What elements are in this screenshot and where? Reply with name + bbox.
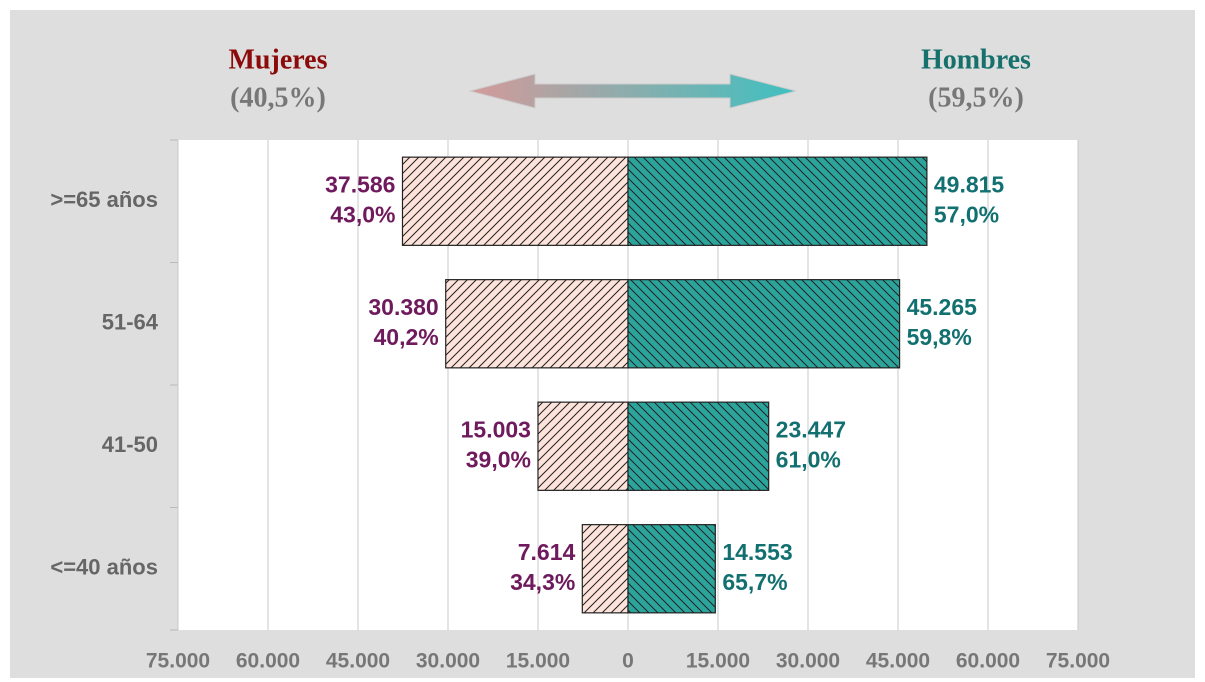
bar <box>581 524 629 614</box>
bar <box>445 279 629 369</box>
bar <box>401 156 629 246</box>
direction-arrow <box>468 73 797 109</box>
data-label: 45.265 <box>907 294 978 320</box>
percent-label: 43,0% <box>330 201 395 227</box>
x-tick-label: 45.000 <box>866 650 930 673</box>
y-tick-label: 41-50 <box>102 432 158 457</box>
legend-label: Hombres <box>921 44 1031 75</box>
y-tick-label: 51-64 <box>102 310 159 335</box>
bar <box>627 401 770 491</box>
legend-label: Mujeres <box>229 44 328 75</box>
data-label: 49.815 <box>934 171 1005 197</box>
x-tick-label: 45.000 <box>326 650 390 673</box>
x-tick-label: 60.000 <box>236 650 300 673</box>
data-label: 30.380 <box>368 294 438 320</box>
percent-label: 61,0% <box>776 446 841 472</box>
data-label: 37.586 <box>325 171 395 197</box>
x-tick-label: 30.000 <box>776 650 840 673</box>
bar <box>627 156 928 246</box>
x-tick-label: 60.000 <box>956 650 1020 673</box>
x-tick-label: 15.000 <box>506 650 570 673</box>
legend-share: (59,5%) <box>928 82 1024 113</box>
legend-share: (40,5%) <box>230 82 326 113</box>
percent-label: 40,2% <box>374 324 439 350</box>
percent-label: 39,0% <box>466 446 531 472</box>
data-label: 23.447 <box>776 416 846 442</box>
bar <box>627 524 716 614</box>
y-tick-label: <=40 años <box>50 555 158 580</box>
data-label: 14.553 <box>722 539 792 565</box>
data-label: 15.003 <box>461 416 531 442</box>
x-tick-label: 75.000 <box>146 650 210 673</box>
x-tick-label: 15.000 <box>686 650 750 673</box>
x-tick-label: 75.000 <box>1046 650 1110 673</box>
x-tick-label: 0 <box>622 650 634 673</box>
percent-label: 57,0% <box>934 201 999 227</box>
x-tick-label: 30.000 <box>416 650 480 673</box>
percent-label: 59,8% <box>907 324 972 350</box>
data-label: 7.614 <box>518 539 576 565</box>
bar <box>627 279 901 369</box>
y-tick-label: >=65 años <box>50 187 158 212</box>
percent-label: 65,7% <box>722 569 787 595</box>
percent-label: 34,3% <box>510 569 575 595</box>
bar <box>537 401 629 491</box>
